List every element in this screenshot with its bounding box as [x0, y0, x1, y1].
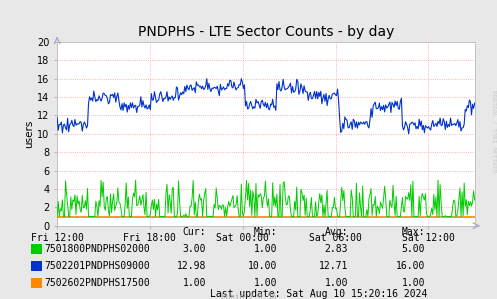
Text: 12.71: 12.71 [319, 261, 348, 271]
Text: Avg:: Avg: [325, 227, 348, 237]
Y-axis label: users: users [24, 120, 34, 148]
Text: Cur:: Cur: [183, 227, 206, 237]
Text: 7502602PNDPHS17500: 7502602PNDPHS17500 [45, 278, 151, 288]
Text: 3.00: 3.00 [183, 244, 206, 254]
Text: 7502201PNDPHS09000: 7502201PNDPHS09000 [45, 261, 151, 271]
Text: 1.00: 1.00 [183, 278, 206, 288]
Text: 1.00: 1.00 [254, 244, 277, 254]
Text: RRDTOOL / TOBI OETIKER: RRDTOOL / TOBI OETIKER [491, 90, 496, 173]
Title: PNDPHS - LTE Sector Counts - by day: PNDPHS - LTE Sector Counts - by day [138, 25, 394, 39]
Text: Min:: Min: [254, 227, 277, 237]
Text: Last update: Sat Aug 10 15:20:16 2024: Last update: Sat Aug 10 15:20:16 2024 [210, 289, 427, 299]
Text: 1.00: 1.00 [402, 278, 425, 288]
Text: 1.00: 1.00 [254, 278, 277, 288]
Text: 5.00: 5.00 [402, 244, 425, 254]
Text: 2.83: 2.83 [325, 244, 348, 254]
Text: 10.00: 10.00 [248, 261, 277, 271]
Text: 16.00: 16.00 [396, 261, 425, 271]
Text: Munin 2.0.56: Munin 2.0.56 [221, 294, 276, 299]
Text: Max:: Max: [402, 227, 425, 237]
Text: 12.98: 12.98 [177, 261, 206, 271]
Text: 7501800PNDPHS02000: 7501800PNDPHS02000 [45, 244, 151, 254]
Text: 1.00: 1.00 [325, 278, 348, 288]
